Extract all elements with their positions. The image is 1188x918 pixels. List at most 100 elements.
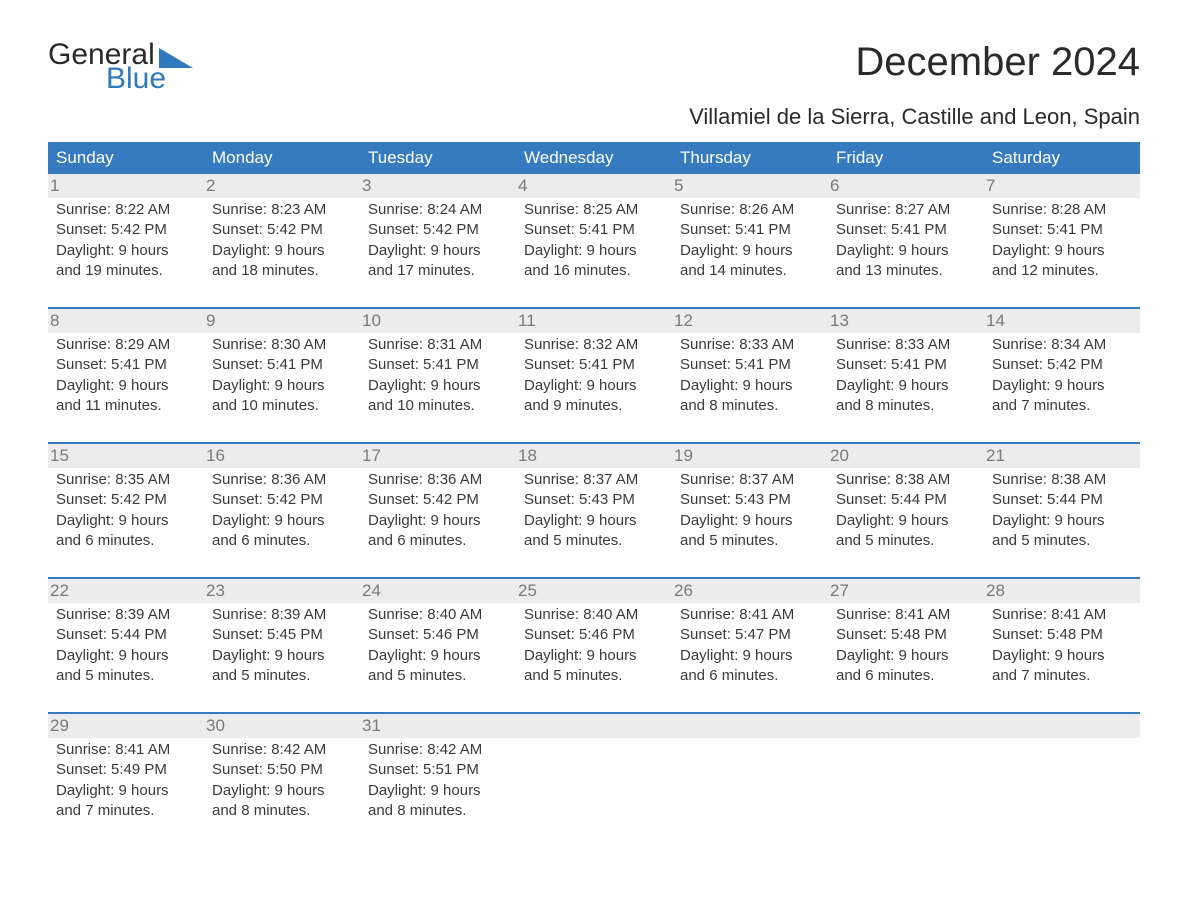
- day-number: 12: [672, 309, 828, 333]
- calendar-day: Sunrise: 8:36 AMSunset: 5:42 PMDaylight:…: [360, 468, 516, 563]
- day-number: 15: [48, 444, 204, 468]
- calendar-day: Sunrise: 8:42 AMSunset: 5:50 PMDaylight:…: [204, 738, 360, 833]
- day-sunrise: Sunrise: 8:26 AM: [680, 200, 820, 220]
- day-d2: and 5 minutes.: [992, 531, 1132, 551]
- calendar-day: Sunrise: 8:30 AMSunset: 5:41 PMDaylight:…: [204, 333, 360, 428]
- day-d1: Daylight: 9 hours: [56, 376, 196, 396]
- day-body-row: Sunrise: 8:29 AMSunset: 5:41 PMDaylight:…: [48, 333, 1140, 428]
- day-d2: and 7 minutes.: [992, 666, 1132, 686]
- day-number: 27: [828, 579, 984, 603]
- day-d2: and 6 minutes.: [836, 666, 976, 686]
- day-sunset: Sunset: 5:47 PM: [680, 625, 820, 645]
- calendar-day: Sunrise: 8:26 AMSunset: 5:41 PMDaylight:…: [672, 198, 828, 293]
- calendar-day: [828, 738, 984, 833]
- calendar-day: Sunrise: 8:42 AMSunset: 5:51 PMDaylight:…: [360, 738, 516, 833]
- day-number: [516, 714, 672, 718]
- day-sunrise: Sunrise: 8:41 AM: [680, 605, 820, 625]
- day-number: 19: [672, 444, 828, 468]
- day-d2: and 6 minutes.: [680, 666, 820, 686]
- calendar-day: Sunrise: 8:40 AMSunset: 5:46 PMDaylight:…: [516, 603, 672, 698]
- calendar-day: Sunrise: 8:23 AMSunset: 5:42 PMDaylight:…: [204, 198, 360, 293]
- day-number: 5: [672, 174, 828, 198]
- day-sunrise: Sunrise: 8:31 AM: [368, 335, 508, 355]
- weekday-header: Wednesday: [516, 142, 672, 174]
- calendar-day: Sunrise: 8:34 AMSunset: 5:42 PMDaylight:…: [984, 333, 1140, 428]
- calendar-day: Sunrise: 8:41 AMSunset: 5:49 PMDaylight:…: [48, 738, 204, 833]
- day-d2: and 5 minutes.: [56, 666, 196, 686]
- calendar-day: [984, 738, 1140, 833]
- weekday-header-row: SundayMondayTuesdayWednesdayThursdayFrid…: [48, 142, 1140, 174]
- day-d1: Daylight: 9 hours: [212, 376, 352, 396]
- day-d2: and 19 minutes.: [56, 261, 196, 281]
- calendar-day: Sunrise: 8:39 AMSunset: 5:45 PMDaylight:…: [204, 603, 360, 698]
- day-sunset: Sunset: 5:41 PM: [680, 355, 820, 375]
- calendar: SundayMondayTuesdayWednesdayThursdayFrid…: [48, 142, 1140, 833]
- day-d1: Daylight: 9 hours: [992, 241, 1132, 261]
- day-d1: Daylight: 9 hours: [56, 646, 196, 666]
- day-number: 23: [204, 579, 360, 603]
- day-d1: Daylight: 9 hours: [680, 241, 820, 261]
- day-d2: and 14 minutes.: [680, 261, 820, 281]
- calendar-day: [516, 738, 672, 833]
- day-number: 13: [828, 309, 984, 333]
- day-sunrise: Sunrise: 8:23 AM: [212, 200, 352, 220]
- day-d1: Daylight: 9 hours: [212, 241, 352, 261]
- day-number: 9: [204, 309, 360, 333]
- day-d2: and 11 minutes.: [56, 396, 196, 416]
- weeks-container: 1234567Sunrise: 8:22 AMSunset: 5:42 PMDa…: [48, 174, 1140, 833]
- day-d2: and 5 minutes.: [212, 666, 352, 686]
- calendar-day: Sunrise: 8:32 AMSunset: 5:41 PMDaylight:…: [516, 333, 672, 428]
- day-d1: Daylight: 9 hours: [680, 646, 820, 666]
- day-body-row: Sunrise: 8:22 AMSunset: 5:42 PMDaylight:…: [48, 198, 1140, 293]
- calendar-day: Sunrise: 8:40 AMSunset: 5:46 PMDaylight:…: [360, 603, 516, 698]
- day-d1: Daylight: 9 hours: [524, 241, 664, 261]
- weekday-header: Friday: [828, 142, 984, 174]
- day-d2: and 7 minutes.: [56, 801, 196, 821]
- calendar-day: Sunrise: 8:38 AMSunset: 5:44 PMDaylight:…: [984, 468, 1140, 563]
- day-d2: and 12 minutes.: [992, 261, 1132, 281]
- day-d2: and 13 minutes.: [836, 261, 976, 281]
- day-d1: Daylight: 9 hours: [680, 511, 820, 531]
- day-sunset: Sunset: 5:41 PM: [524, 220, 664, 240]
- day-sunrise: Sunrise: 8:39 AM: [212, 605, 352, 625]
- day-number: 18: [516, 444, 672, 468]
- calendar-day: Sunrise: 8:22 AMSunset: 5:42 PMDaylight:…: [48, 198, 204, 293]
- day-sunset: Sunset: 5:41 PM: [212, 355, 352, 375]
- day-d2: and 17 minutes.: [368, 261, 508, 281]
- day-sunrise: Sunrise: 8:42 AM: [368, 740, 508, 760]
- calendar-day: Sunrise: 8:41 AMSunset: 5:47 PMDaylight:…: [672, 603, 828, 698]
- day-d1: Daylight: 9 hours: [680, 376, 820, 396]
- day-sunrise: Sunrise: 8:41 AM: [992, 605, 1132, 625]
- title-block: December 2024: [855, 40, 1140, 85]
- calendar-day: Sunrise: 8:25 AMSunset: 5:41 PMDaylight:…: [516, 198, 672, 293]
- day-d1: Daylight: 9 hours: [56, 241, 196, 261]
- day-sunrise: Sunrise: 8:37 AM: [680, 470, 820, 490]
- day-sunset: Sunset: 5:42 PM: [56, 490, 196, 510]
- weekday-header: Sunday: [48, 142, 204, 174]
- day-d2: and 6 minutes.: [368, 531, 508, 551]
- day-sunset: Sunset: 5:50 PM: [212, 760, 352, 780]
- day-number: 2: [204, 174, 360, 198]
- day-d1: Daylight: 9 hours: [524, 646, 664, 666]
- header: General Blue December 2024: [48, 40, 1140, 94]
- weekday-header: Tuesday: [360, 142, 516, 174]
- day-d1: Daylight: 9 hours: [992, 376, 1132, 396]
- day-sunset: Sunset: 5:46 PM: [368, 625, 508, 645]
- day-sunset: Sunset: 5:48 PM: [992, 625, 1132, 645]
- day-sunrise: Sunrise: 8:34 AM: [992, 335, 1132, 355]
- day-number: 16: [204, 444, 360, 468]
- day-sunset: Sunset: 5:42 PM: [368, 490, 508, 510]
- day-d1: Daylight: 9 hours: [524, 376, 664, 396]
- day-sunrise: Sunrise: 8:39 AM: [56, 605, 196, 625]
- day-d2: and 9 minutes.: [524, 396, 664, 416]
- day-sunrise: Sunrise: 8:24 AM: [368, 200, 508, 220]
- day-number: [984, 714, 1140, 718]
- day-sunrise: Sunrise: 8:36 AM: [212, 470, 352, 490]
- day-sunrise: Sunrise: 8:35 AM: [56, 470, 196, 490]
- calendar-day: Sunrise: 8:33 AMSunset: 5:41 PMDaylight:…: [672, 333, 828, 428]
- day-d1: Daylight: 9 hours: [368, 781, 508, 801]
- day-sunset: Sunset: 5:41 PM: [56, 355, 196, 375]
- day-number: [828, 714, 984, 718]
- weekday-header: Monday: [204, 142, 360, 174]
- day-body-row: Sunrise: 8:39 AMSunset: 5:44 PMDaylight:…: [48, 603, 1140, 698]
